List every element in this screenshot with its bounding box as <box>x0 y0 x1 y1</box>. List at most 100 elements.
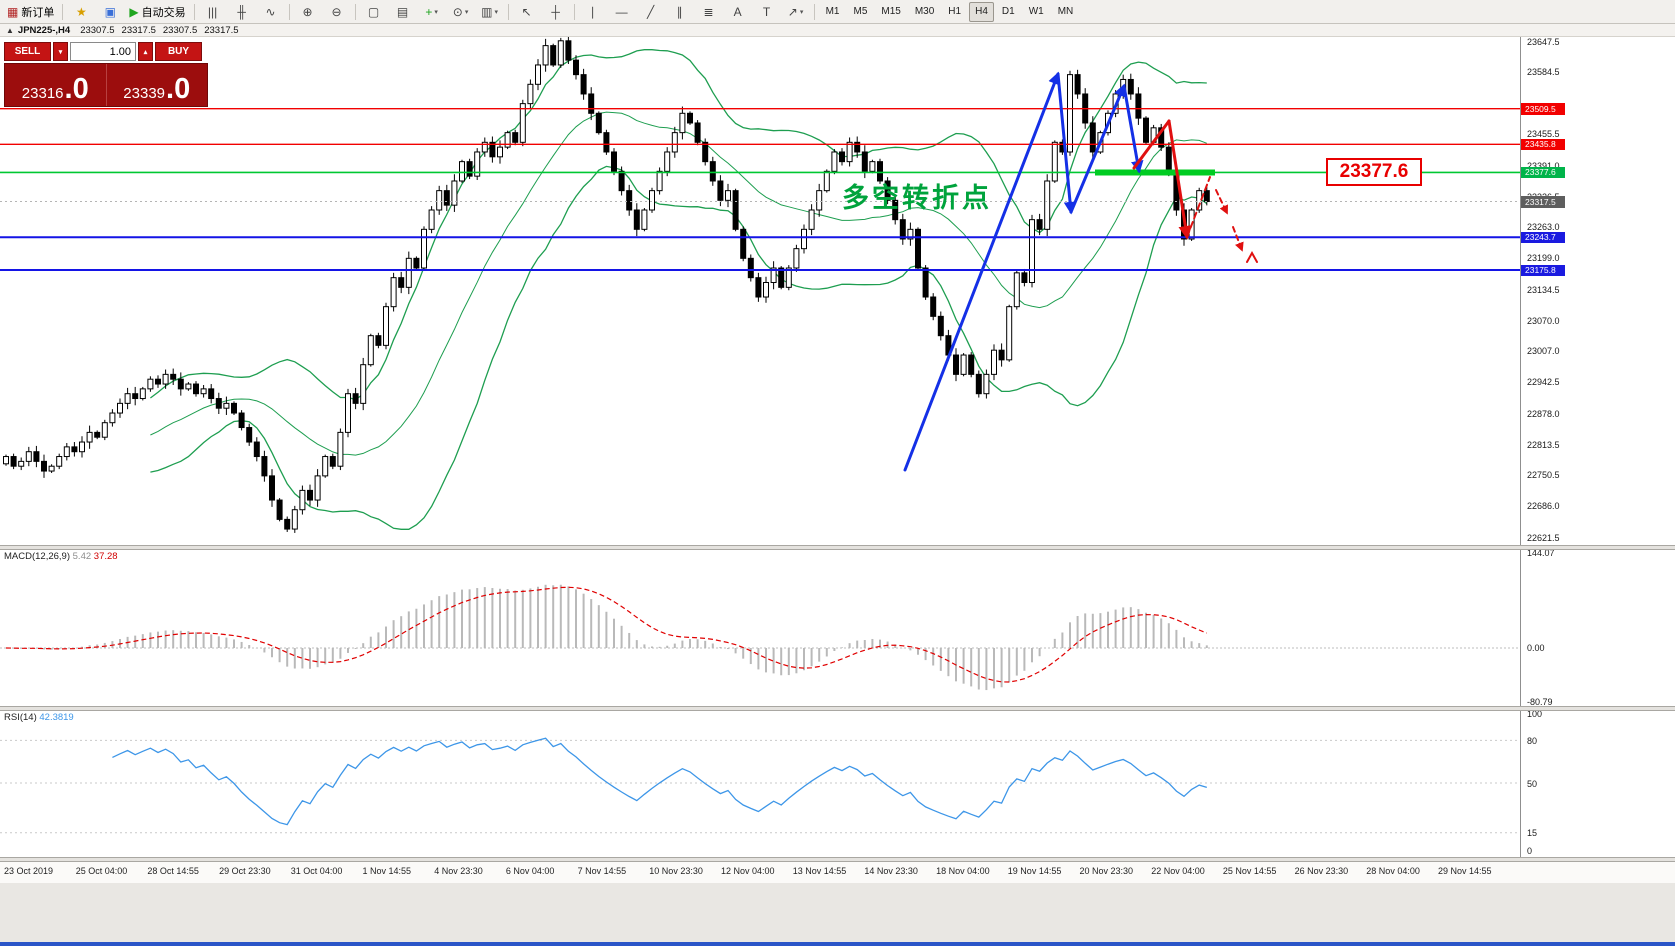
rsi-scale-label: 15 <box>1527 827 1538 838</box>
time-scale-label: 28 Nov 04:00 <box>1366 866 1420 876</box>
channel-button[interactable]: ∥ <box>666 1 694 23</box>
buy-button[interactable]: BUY <box>155 42 202 61</box>
rsi-name: RSI(14) <box>4 712 37 723</box>
drawn-arrow[interactable] <box>1056 72 1077 215</box>
text-button[interactable]: A <box>724 1 752 23</box>
bollinger-band <box>150 165 1208 530</box>
macd-scale-label: 144.07 <box>1527 547 1555 558</box>
zoom-out-button[interactable]: ⊖ <box>323 1 351 23</box>
zoom-in-button[interactable]: ⊕ <box>294 1 322 23</box>
timeframe-w1-button[interactable]: W1 <box>1028 6 1044 17</box>
macd-scale-label: 0.00 <box>1527 642 1545 653</box>
indicators-button[interactable]: + ▾ <box>418 1 446 23</box>
price-scale[interactable]: 23647.523584.523455.523391.023326.523263… <box>1520 37 1675 859</box>
time-scale-label: 20 Nov 23:30 <box>1079 866 1134 876</box>
time-scale-label: 29 Oct 23:30 <box>219 866 271 876</box>
trendline-button[interactable]: ╱ <box>637 1 665 23</box>
vertical-line-button[interactable]: ∣ <box>579 1 607 23</box>
zoom-out-icon: ⊖ <box>331 4 342 19</box>
rsi-pane[interactable] <box>0 710 1520 857</box>
timeframe-h4-button[interactable]: H4 <box>969 1 994 22</box>
text-label-button[interactable]: T <box>753 1 781 23</box>
toolbar-separator <box>573 3 575 20</box>
buy-price[interactable]: 23339 .0 <box>105 64 208 106</box>
sell-dropdown-icon[interactable]: ▾ <box>53 42 68 61</box>
rsi-label: RSI(14) 42.3819 <box>4 712 74 723</box>
time-scale-label: 12 Nov 04:00 <box>721 866 775 876</box>
symbol-timeframe-label: JPN225-,H4 <box>17 24 71 36</box>
pane-splitter[interactable] <box>0 706 1675 711</box>
drawn-arrow[interactable] <box>1246 250 1258 263</box>
zoom-in-icon: ⊕ <box>302 4 313 19</box>
bollinger-band <box>150 111 1207 456</box>
macd-pane[interactable] <box>0 549 1520 705</box>
price-callout[interactable]: 23377.6 <box>1326 158 1422 186</box>
line-chart-button[interactable]: ∿ <box>257 1 285 23</box>
volume-stepper-icon[interactable]: ▴ <box>138 42 153 61</box>
candlestick-chart-button[interactable]: ╫ <box>228 1 256 23</box>
cursor-button[interactable]: ↖ <box>513 1 541 23</box>
buy-price-main: 23339 <box>123 85 166 102</box>
templates-caret-icon: ▾ <box>494 8 498 16</box>
drawn-arrow[interactable] <box>1069 83 1126 214</box>
ohlc-open: 23307.5 <box>80 24 115 36</box>
timeframe-m1-button[interactable]: M1 <box>825 6 840 17</box>
drawn-arrow[interactable] <box>1122 84 1144 174</box>
drawn-arrow[interactable] <box>903 71 1061 472</box>
sell-price-main: 23316 <box>21 85 64 102</box>
autotrading-label: 自动交易 <box>141 6 186 19</box>
volume-input[interactable] <box>70 42 136 61</box>
crosshair-button[interactable]: ┼ <box>542 1 570 23</box>
price-scale-label: 23134.5 <box>1527 284 1560 295</box>
rsi-scale-label: 0 <box>1527 845 1533 856</box>
periods-button[interactable]: ⊙ ▾ <box>447 1 475 23</box>
drawn-arrow[interactable] <box>1132 119 1171 170</box>
drawn-arrow[interactable] <box>1186 176 1211 238</box>
time-scale-label: 25 Oct 04:00 <box>75 866 128 876</box>
templates-button[interactable]: ▥ ▾ <box>476 1 504 23</box>
horizontal-line-icon: ― <box>615 4 628 19</box>
chart-collapse-icon[interactable]: ▲ <box>6 25 14 35</box>
bar-chart-button[interactable]: ||| <box>199 1 227 23</box>
price-tag: 23509.5 <box>1521 103 1565 115</box>
bar-chart-icon: ||| <box>207 4 218 19</box>
new-order-label: 新订单 <box>21 6 55 19</box>
horizontal-line-button[interactable]: ― <box>608 1 636 23</box>
pane-splitter[interactable] <box>0 857 1675 862</box>
candlestick-chart-icon: ╫ <box>237 4 246 19</box>
timeframe-m30-button[interactable]: M30 <box>914 6 935 17</box>
fibonacci-button[interactable]: ≣ <box>695 1 723 23</box>
price-chart-canvas[interactable] <box>0 37 1520 545</box>
arrows-button[interactable]: ↗ ▾ <box>782 1 810 23</box>
timeframe-m15-button[interactable]: M15 <box>881 6 901 17</box>
time-scale[interactable]: 23 Oct 2019 25 Oct 04:00 28 Oct 14:55 29 Oc… <box>0 861 1675 883</box>
auto-arrange-button[interactable]: ▤ <box>389 1 417 23</box>
sell-button[interactable]: SELL <box>4 42 51 61</box>
autotrading-button[interactable]: ▶ 自动交易 <box>125 1 189 23</box>
sell-price[interactable]: 23316 .0 <box>5 64 106 106</box>
drawn-arrow[interactable] <box>1167 119 1193 240</box>
new-order-button[interactable]: ▦ 新订单 <box>3 1 58 23</box>
rsi-scale-label: 100 <box>1527 708 1543 719</box>
timeframe-mn-button[interactable]: MN <box>1057 6 1074 17</box>
timeframe-m5-button[interactable]: M5 <box>853 6 868 17</box>
time-scale-label: 1 Nov 14:55 <box>362 866 412 876</box>
drawn-arrow[interactable] <box>1232 226 1244 252</box>
arrows-caret-icon: ▾ <box>799 8 804 16</box>
drawn-arrow[interactable] <box>1215 189 1228 215</box>
pane-splitter[interactable] <box>0 545 1675 550</box>
market-watch-button[interactable]: ★ <box>67 1 95 23</box>
timeframe-d1-button[interactable]: D1 <box>1001 6 1015 17</box>
buy-price-frac: .0 <box>166 73 191 106</box>
price-scale-label: 22878.0 <box>1527 408 1560 419</box>
toolbar-separator <box>288 3 290 20</box>
window-filler <box>0 883 1675 942</box>
price-scale-label: 22621.5 <box>1527 532 1560 543</box>
time-scale-label: 31 Oct 04:00 <box>290 866 343 876</box>
data-window-button[interactable]: ▣ <box>96 1 124 23</box>
tile-windows-button[interactable]: ▢ <box>360 1 388 23</box>
periods-icon: ⊙ <box>452 4 463 19</box>
timeframe-h1-button[interactable]: H1 <box>948 6 962 17</box>
price-scale-label: 22942.5 <box>1527 377 1560 388</box>
indicators-caret-icon: ▾ <box>434 8 438 16</box>
